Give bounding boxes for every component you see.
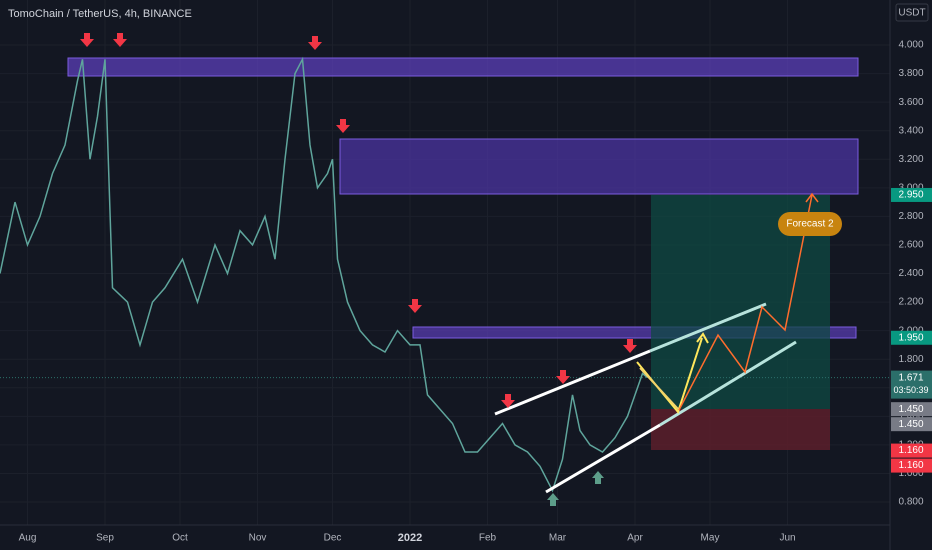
forecast-bubble xyxy=(778,212,842,236)
y-tick-label: 2.800 xyxy=(898,211,923,222)
forecast-arrow xyxy=(696,332,709,344)
x-tick-label: Aug xyxy=(19,533,37,544)
y-tick-label: 1.000 xyxy=(898,468,923,479)
y-tick-label: 3.800 xyxy=(898,68,923,79)
x-tick-label: Nov xyxy=(249,533,267,544)
up-arrow xyxy=(592,471,604,484)
y-tick-label: 2.200 xyxy=(898,297,923,308)
price-label: 1.160 xyxy=(898,460,923,471)
y-tick-label: 2.600 xyxy=(898,240,923,251)
resistance-zone xyxy=(412,326,857,339)
price-label: 2.950 xyxy=(898,190,923,201)
down-arrow xyxy=(623,339,637,353)
price-label: 1.160 xyxy=(898,445,923,456)
resistance-zone xyxy=(339,138,859,195)
channel: Forecast 2 xyxy=(494,192,842,494)
down-arrow xyxy=(556,370,570,384)
channel-line xyxy=(659,340,797,427)
chart-title: TomoChain / TetherUS, 4h, BINANCE xyxy=(8,8,192,20)
y-tick-label: 0.800 xyxy=(898,497,923,508)
y-tick-label: 1.400 xyxy=(898,411,923,422)
currency: USDT xyxy=(898,8,925,19)
x-tick-label: Jun xyxy=(779,533,795,544)
x-tick-label: Feb xyxy=(479,533,497,544)
x-tick-label: 2022 xyxy=(398,532,422,544)
price-box xyxy=(891,402,932,417)
price-label: 1.950 xyxy=(898,332,923,343)
y-tick-label: 2.400 xyxy=(898,268,923,279)
forecast-path xyxy=(678,194,813,411)
plot xyxy=(0,56,890,493)
channel-line xyxy=(494,349,651,416)
currency-box xyxy=(895,3,929,22)
down-arrow xyxy=(113,33,127,47)
down-arrow xyxy=(408,299,422,313)
price-box xyxy=(891,370,932,399)
price-box xyxy=(891,458,932,473)
x-tick-label: Mar xyxy=(549,533,567,544)
y-tick-label: 4.000 xyxy=(898,40,923,51)
forecast-label: Forecast 2 xyxy=(786,219,834,230)
x-tick-label: Oct xyxy=(172,533,188,544)
y-tick-label: 3.600 xyxy=(898,97,923,108)
x-tick-label: May xyxy=(701,533,720,544)
down-arrow xyxy=(308,36,322,50)
price-label: 1.450 xyxy=(898,419,923,430)
down-arrow xyxy=(501,394,515,408)
loss-zone xyxy=(651,409,830,450)
down-arrow xyxy=(336,119,350,133)
price-box xyxy=(891,417,932,432)
y-tick-label: 1.800 xyxy=(898,354,923,365)
y-tick-label: 3.200 xyxy=(898,154,923,165)
price-line xyxy=(0,56,648,493)
x-tick-label: Dec xyxy=(324,533,342,544)
y-tick-label: 3.400 xyxy=(898,125,923,136)
resistance-zone xyxy=(67,57,859,77)
down-arrow xyxy=(80,33,94,47)
drawings xyxy=(67,57,859,450)
channel-line xyxy=(649,302,767,353)
forecast-path xyxy=(639,367,680,411)
price-label: 1.671 xyxy=(898,372,923,383)
price-box xyxy=(891,187,932,202)
x-tick-label: Sep xyxy=(96,533,114,544)
forecast-arrow xyxy=(805,192,819,203)
axes: 0.8001.0001.2001.4001.6001.8002.0002.200… xyxy=(19,40,932,544)
price-box xyxy=(891,330,932,345)
up-arrow xyxy=(547,493,559,506)
price-label: 1.450 xyxy=(898,404,923,415)
arrows xyxy=(80,33,637,506)
countdown: 03:50:39 xyxy=(893,385,928,395)
channel-line xyxy=(545,423,661,494)
x-tick-label: Apr xyxy=(627,533,643,544)
price-box xyxy=(891,443,932,458)
